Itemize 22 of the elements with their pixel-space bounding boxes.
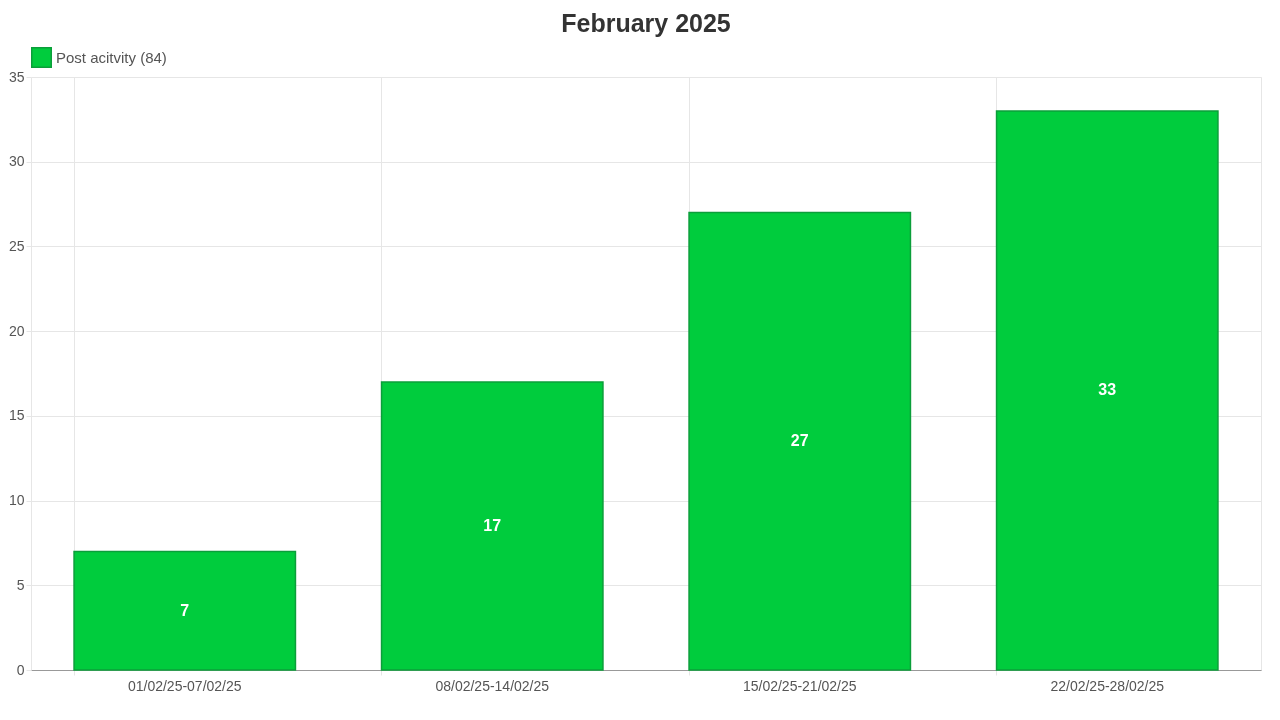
bar <box>995 110 1219 671</box>
data-label: 7 <box>180 601 190 619</box>
legend-label: Post acitvity (84) <box>56 48 167 66</box>
y-tick-label: 35 <box>8 68 25 85</box>
data-label: 27 <box>790 432 809 450</box>
y-tick-label: 10 <box>8 492 25 509</box>
x-tick-label: 22/02/25-28/02/25 <box>1050 677 1165 694</box>
y-tick-label: 25 <box>8 237 25 254</box>
bar <box>688 211 912 671</box>
bar <box>73 550 297 671</box>
x-tick-label: 15/02/25-21/02/25 <box>742 677 857 694</box>
x-tick-label: 01/02/25-07/02/25 <box>127 677 242 694</box>
y-tick-label: 30 <box>8 153 25 170</box>
y-tick-label: 20 <box>8 322 25 339</box>
y-tick-label: 5 <box>16 576 25 593</box>
chart-title: February 2025 <box>561 9 731 37</box>
x-tick-label: 08/02/25-14/02/25 <box>435 677 550 694</box>
data-label: 33 <box>1098 381 1117 399</box>
bar <box>380 381 604 671</box>
y-tick-label: 15 <box>8 407 25 424</box>
y-tick-label: 0 <box>16 661 25 678</box>
data-label: 17 <box>483 516 502 534</box>
